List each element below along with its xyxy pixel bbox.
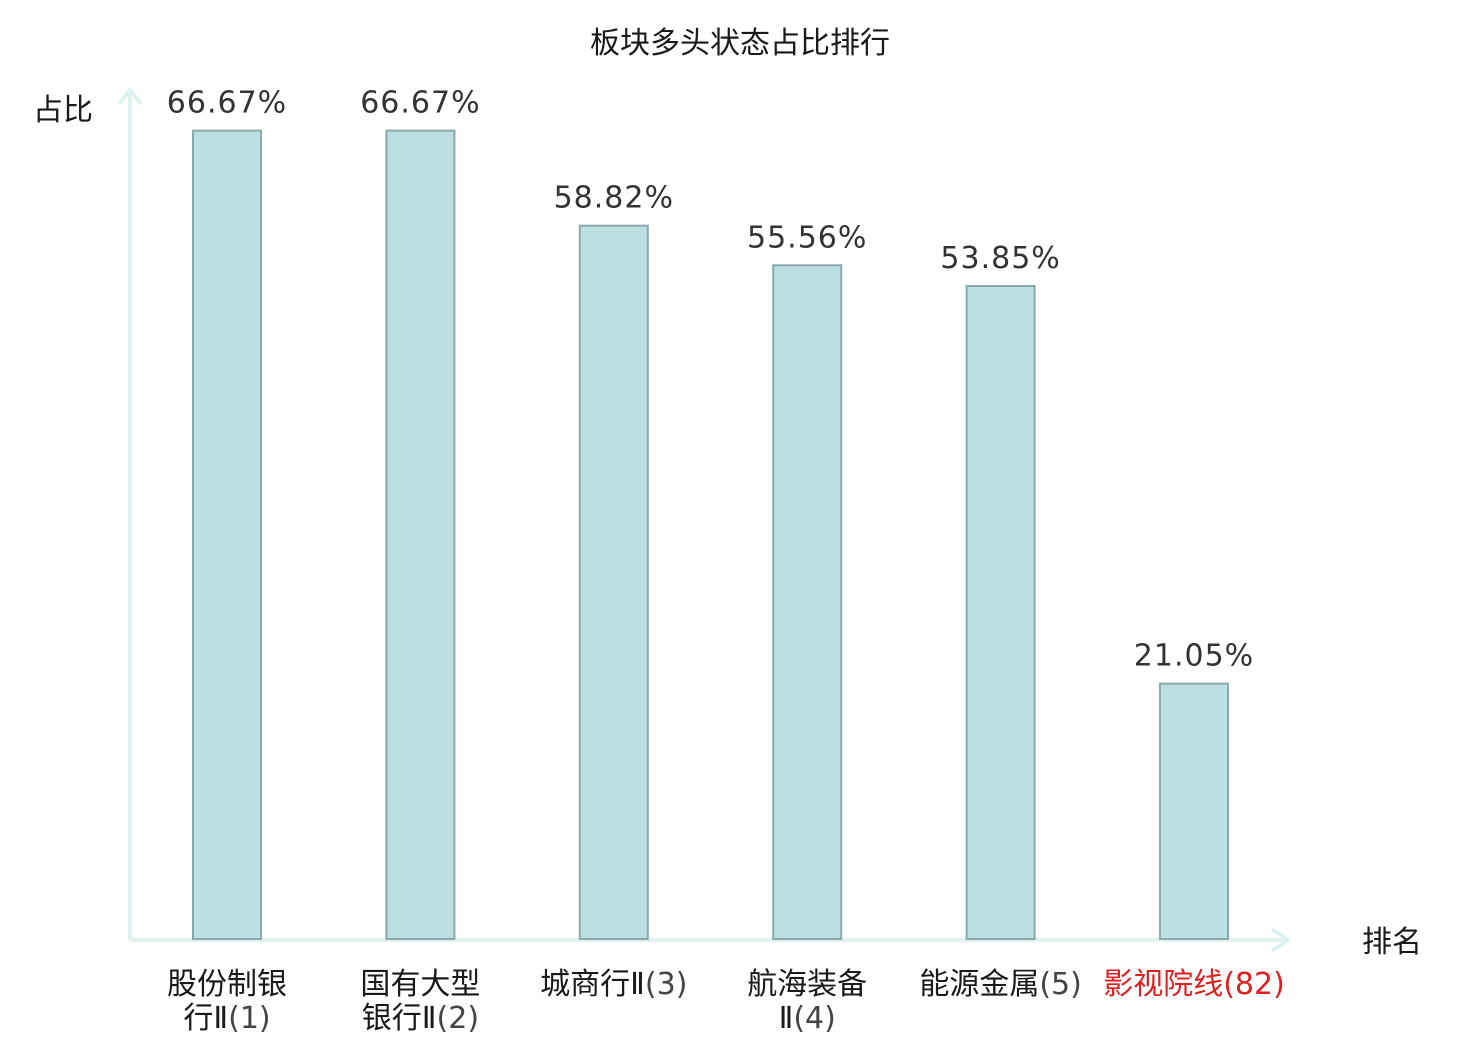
bar[interactable]: [578, 224, 649, 940]
chart-title: 板块多头状态占比排行: [590, 26, 890, 61]
category-label: 股份制银行Ⅱ(1): [167, 967, 287, 1036]
bar-value-label: 55.56%: [747, 220, 867, 255]
category-labels-layer: 股份制银行Ⅱ(1) 国有大型银行Ⅱ(2) 城商行Ⅱ(3) 航海装备 Ⅱ(4) 能源金属(5…: [167, 967, 1285, 1036]
bar[interactable]: [965, 285, 1036, 940]
bars-layer: [192, 129, 1229, 941]
value-labels-layer: 66.67% 66.67% 58.82% 55.56% 53.85% 21.05%: [167, 86, 1254, 674]
category-label: 影视院线(82): [1103, 967, 1285, 1002]
bar[interactable]: [772, 264, 843, 940]
bar-value-label: 53.85%: [940, 241, 1060, 276]
category-label: 能源金属(5): [919, 967, 1082, 1002]
x-axis-arrow-icon: [1270, 927, 1290, 953]
category-label: 城商行Ⅱ(3): [540, 967, 687, 1002]
bar-value-label: 58.82%: [554, 181, 674, 216]
y-axis-arrow-icon: [117, 88, 143, 106]
x-axis-label: 排名: [1362, 925, 1422, 960]
bar[interactable]: [1159, 682, 1229, 941]
bar-value-label: 66.67%: [167, 86, 287, 121]
category-label: 国有大型银行Ⅱ(2): [360, 967, 480, 1036]
bar-value-label: 21.05%: [1134, 639, 1254, 674]
category-label: 航海装备 Ⅱ(4): [747, 967, 867, 1036]
y-axis-label: 占比: [33, 93, 93, 128]
bar-value-label: 66.67%: [360, 86, 480, 121]
bar[interactable]: [385, 129, 456, 941]
bar[interactable]: [192, 129, 262, 941]
